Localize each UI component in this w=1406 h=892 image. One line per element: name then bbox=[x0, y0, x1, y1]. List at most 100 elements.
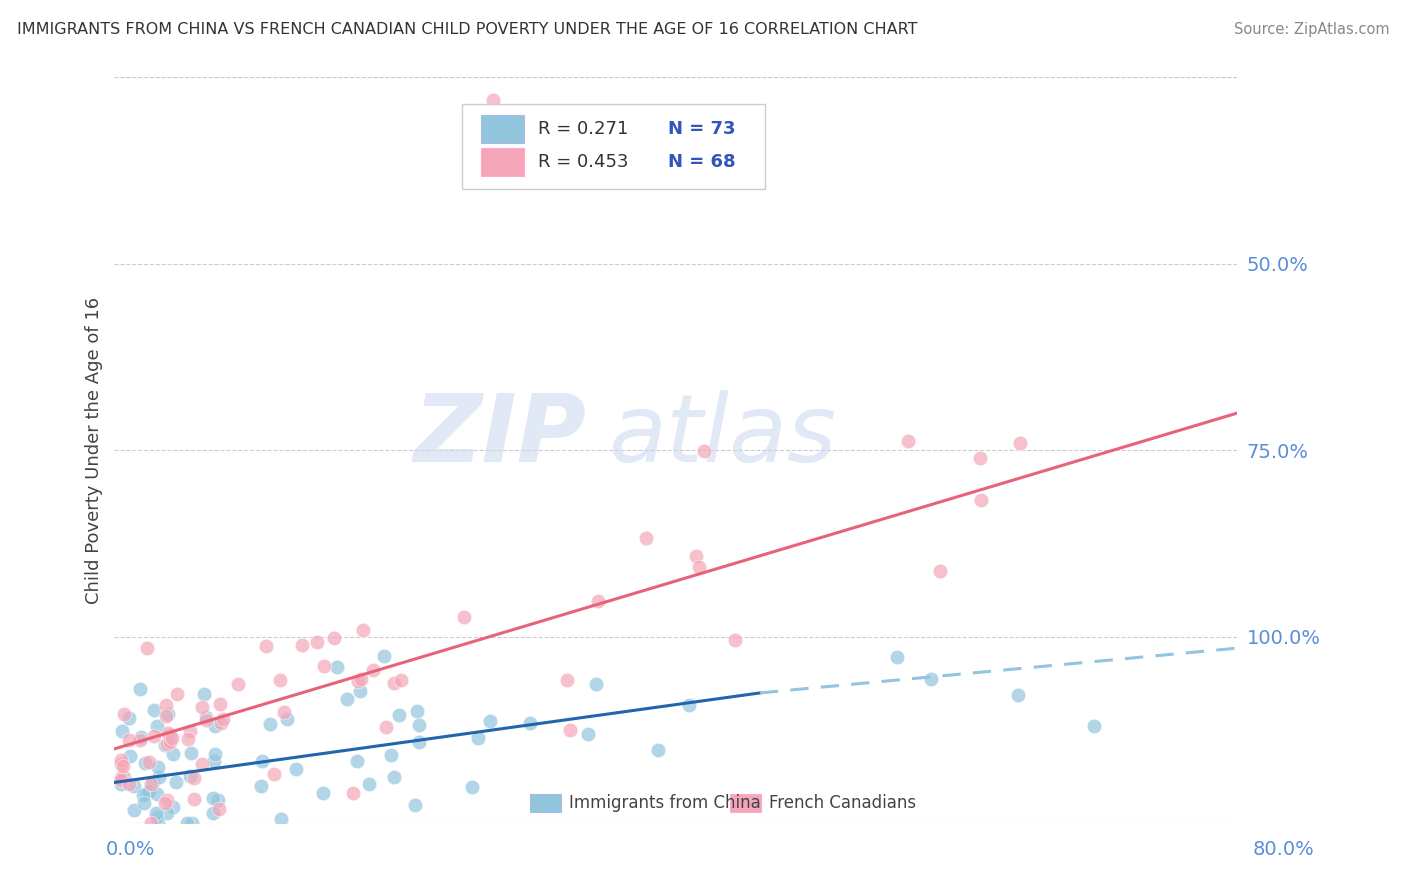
Point bbox=[135, 641, 157, 656]
Point bbox=[322, 631, 344, 645]
Point bbox=[685, 549, 707, 563]
Point bbox=[193, 687, 215, 701]
Point bbox=[269, 673, 291, 687]
Point bbox=[138, 784, 160, 798]
Point bbox=[142, 775, 165, 789]
Point bbox=[183, 772, 205, 786]
Point bbox=[1010, 436, 1032, 450]
Point bbox=[389, 673, 412, 688]
Point bbox=[347, 673, 370, 688]
Point bbox=[139, 777, 162, 791]
Point bbox=[146, 719, 169, 733]
Point bbox=[482, 93, 505, 107]
Point bbox=[724, 633, 747, 648]
Point bbox=[110, 772, 132, 787]
Point bbox=[585, 677, 607, 691]
Point bbox=[405, 704, 427, 718]
Point bbox=[191, 756, 214, 771]
Point bbox=[202, 754, 225, 768]
Text: atlas: atlas bbox=[609, 390, 837, 481]
Point bbox=[555, 673, 578, 688]
Point bbox=[361, 663, 384, 677]
Point bbox=[375, 720, 398, 734]
Point bbox=[110, 771, 132, 785]
Point bbox=[195, 710, 218, 724]
Point bbox=[647, 743, 669, 757]
Point bbox=[326, 660, 349, 674]
Point bbox=[138, 756, 160, 770]
Point bbox=[194, 714, 217, 728]
Point bbox=[342, 786, 364, 800]
Point bbox=[117, 733, 139, 747]
Point bbox=[122, 779, 145, 793]
Text: 0.0%: 0.0% bbox=[105, 839, 155, 859]
Point bbox=[156, 737, 179, 751]
Text: 80.0%: 80.0% bbox=[1253, 839, 1315, 859]
Point bbox=[159, 728, 181, 742]
Point bbox=[408, 718, 430, 732]
Point bbox=[183, 792, 205, 806]
Point bbox=[142, 702, 165, 716]
Point bbox=[162, 800, 184, 814]
Point bbox=[346, 754, 368, 768]
Point bbox=[558, 723, 581, 738]
Point bbox=[111, 758, 134, 772]
Point bbox=[226, 677, 249, 691]
Point bbox=[153, 738, 176, 752]
Point bbox=[270, 812, 292, 826]
Y-axis label: Child Poverty Under the Age of 16: Child Poverty Under the Age of 16 bbox=[86, 297, 103, 604]
FancyBboxPatch shape bbox=[481, 115, 524, 143]
Point bbox=[897, 434, 920, 448]
Point bbox=[110, 777, 132, 791]
Point bbox=[273, 705, 295, 719]
Point bbox=[207, 802, 229, 816]
Point bbox=[110, 752, 132, 766]
Point bbox=[678, 698, 700, 712]
Point bbox=[380, 747, 402, 762]
Point bbox=[155, 793, 177, 807]
Point bbox=[156, 806, 179, 821]
Point bbox=[382, 676, 405, 690]
Point bbox=[139, 816, 162, 830]
Point bbox=[129, 731, 152, 745]
Point bbox=[132, 796, 155, 810]
Point bbox=[118, 749, 141, 764]
Point bbox=[179, 723, 201, 738]
Point bbox=[387, 707, 409, 722]
Point bbox=[191, 699, 214, 714]
Point bbox=[349, 684, 371, 698]
Point bbox=[204, 747, 226, 762]
Point bbox=[180, 746, 202, 760]
Point bbox=[250, 754, 273, 768]
Point bbox=[181, 816, 204, 830]
Text: French Canadians: French Canadians bbox=[769, 794, 915, 812]
Point bbox=[352, 624, 374, 638]
Point bbox=[124, 803, 146, 817]
Point bbox=[467, 731, 489, 745]
Point bbox=[349, 673, 371, 687]
Point bbox=[129, 682, 152, 697]
Point bbox=[576, 727, 599, 741]
Point bbox=[202, 791, 225, 805]
Point bbox=[478, 714, 501, 729]
Point bbox=[408, 735, 430, 749]
FancyBboxPatch shape bbox=[730, 794, 761, 812]
Point bbox=[159, 735, 181, 749]
Text: ZIP: ZIP bbox=[413, 390, 586, 482]
Point bbox=[305, 635, 328, 649]
Point bbox=[134, 756, 156, 770]
Point bbox=[920, 672, 942, 686]
Point bbox=[146, 787, 169, 801]
Point bbox=[153, 796, 176, 810]
Point bbox=[254, 639, 277, 653]
FancyBboxPatch shape bbox=[463, 103, 765, 189]
Point bbox=[179, 769, 201, 783]
Text: R = 0.271: R = 0.271 bbox=[537, 120, 628, 138]
Point bbox=[359, 777, 381, 791]
Point bbox=[970, 492, 993, 507]
Point bbox=[146, 816, 169, 830]
Point bbox=[1083, 719, 1105, 733]
Point bbox=[112, 771, 135, 785]
Point bbox=[276, 712, 298, 726]
Point bbox=[162, 747, 184, 761]
